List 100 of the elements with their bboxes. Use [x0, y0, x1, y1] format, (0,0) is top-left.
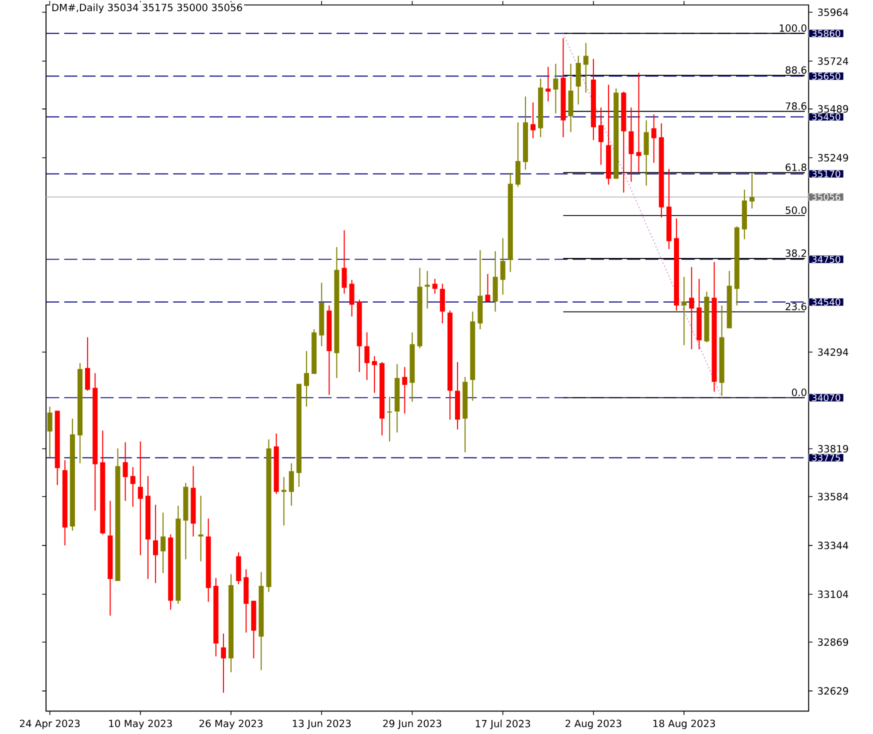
candlestick: [530, 102, 536, 139]
candlestick: [183, 482, 188, 560]
candlestick: [651, 114, 656, 164]
candlestick: [674, 218, 680, 312]
y-tick-label: 35724: [818, 57, 848, 65]
candlestick: [455, 362, 460, 430]
annotation: 78.6: [786, 102, 806, 110]
x-tick-label: 13 Jun 2023: [292, 720, 351, 730]
y-tick-label: 33104: [818, 590, 848, 598]
candlestick: [560, 38, 566, 138]
x-tick-label: 18 Aug 2023: [653, 720, 715, 730]
ref-line-label: 35450: [812, 113, 840, 120]
candlestick: [364, 332, 370, 381]
candlestick: [749, 172, 755, 210]
candlestick: [447, 310, 452, 420]
candlestick: [576, 55, 581, 106]
y-tick-label: 34294: [818, 348, 848, 356]
candlestick: [244, 568, 249, 634]
candlestick: [440, 283, 445, 324]
annotation: 23.6: [786, 302, 806, 310]
candlestick: [628, 107, 634, 182]
candlestick: [326, 305, 332, 396]
candlestick: [342, 230, 347, 294]
candlestick: [546, 66, 551, 102]
y-tick-label: 35489: [818, 105, 848, 113]
candlestick: [658, 122, 664, 218]
candlestick: [417, 267, 422, 349]
candlestick: [387, 396, 392, 442]
candlestick: [394, 364, 400, 434]
candlestick: [47, 406, 52, 458]
x-tick-label: 2 Aug 2023: [566, 720, 622, 730]
candlestick: [228, 574, 234, 673]
ref-line-label: 33775: [812, 454, 840, 462]
y-tick-label: 33819: [818, 445, 848, 453]
candlestick: [424, 270, 430, 310]
candlestick: [432, 278, 438, 294]
candlestick: [726, 270, 732, 329]
x-tick-label: 24 Apr 2023: [20, 720, 80, 730]
x-tick-label: 26 May 2023: [199, 720, 262, 730]
candlestick: [712, 261, 717, 392]
chart-title: DM#,Daily 35034 35175 35000 35056: [52, 4, 242, 14]
candlestick: [198, 495, 204, 562]
candlestick: [54, 410, 60, 486]
x-tick-label: 10 May 2023: [109, 720, 172, 730]
candlestick: [296, 383, 302, 488]
candlestick: [153, 504, 158, 584]
ref-line-label: 35860: [812, 30, 840, 37]
candlestick: [485, 273, 490, 302]
candlestick: [568, 63, 574, 133]
candlestick: [606, 84, 612, 186]
candlestick: [462, 376, 468, 453]
candlestick: [319, 282, 324, 347]
ref-line-label: 35650: [812, 72, 840, 80]
candlestick: [160, 512, 166, 574]
ref-line-label: 34750: [812, 256, 840, 263]
candlestick: [478, 250, 483, 330]
candlestick: [492, 250, 498, 312]
candlestick: [213, 578, 218, 657]
candlestick: [349, 279, 354, 318]
candlestick: [598, 107, 604, 166]
candlestick: [251, 600, 256, 659]
annotation: 100.0: [780, 24, 806, 32]
candlestick: [100, 430, 106, 536]
candlestick: [274, 433, 279, 495]
candlestick: [220, 633, 226, 694]
candlestick: [70, 418, 75, 532]
candlestick: [356, 299, 362, 373]
candlestick: [636, 72, 642, 172]
candlestick: [704, 291, 710, 343]
y-tick-label: 35964: [818, 8, 848, 16]
candlestick: [281, 476, 286, 526]
candlestick: [553, 63, 558, 114]
candlestick: [682, 276, 687, 346]
candlestick: [380, 362, 385, 436]
candlestick: [696, 278, 702, 350]
candlestick: [85, 336, 90, 392]
candlestick: [115, 448, 120, 582]
annotation: 61.8: [786, 164, 806, 172]
y-tick-label: 33584: [818, 492, 848, 500]
candlestick: [644, 120, 649, 186]
candlestick: [334, 246, 340, 379]
ref-line-label: 34540: [812, 298, 840, 306]
candlestick: [168, 534, 174, 610]
candlestick: [312, 328, 317, 374]
candlestick: [78, 362, 83, 464]
candlestick: [689, 266, 694, 350]
candlestick: [410, 332, 415, 402]
candlestick: [145, 476, 150, 580]
annotation: 0.0: [792, 388, 806, 396]
candlestick: [621, 91, 626, 194]
candlestick: [500, 238, 506, 296]
annotation: 38.2: [786, 249, 806, 257]
candlestick: [372, 356, 377, 394]
candlestick: [508, 172, 513, 273]
candlestick: [719, 305, 724, 396]
candlestick: [470, 311, 476, 402]
ref-line-label: 34070: [812, 394, 840, 402]
candlestick: [176, 505, 181, 604]
y-tick-label: 35249: [818, 154, 848, 162]
candlestick: [92, 372, 98, 512]
